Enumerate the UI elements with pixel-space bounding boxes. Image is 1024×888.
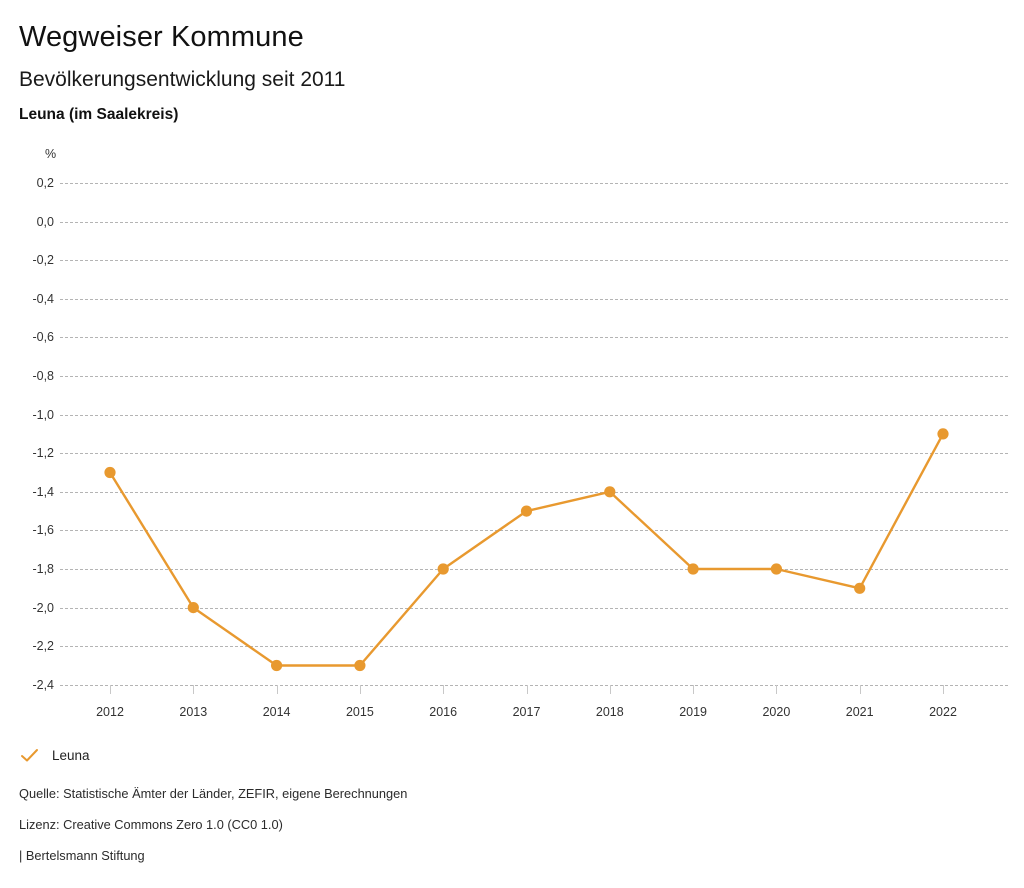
data-point-marker[interactable] xyxy=(937,428,949,440)
y-axis-tick-label: 0,0 xyxy=(36,214,54,229)
data-point-marker[interactable] xyxy=(354,659,366,672)
y-axis-tick-label: 0,2 xyxy=(36,176,54,190)
gridline xyxy=(60,491,1008,493)
y-axis-tick-label: -0,8 xyxy=(32,369,54,383)
data-point-marker[interactable] xyxy=(520,505,533,517)
data-point-marker[interactable] xyxy=(437,563,449,575)
legend-item-label: Leuna xyxy=(52,747,90,763)
x-axis-tick-label: 2013 xyxy=(179,704,208,719)
x-axis-tick xyxy=(693,684,695,694)
x-axis-tick xyxy=(193,684,195,694)
gridline xyxy=(60,453,1008,455)
x-axis-tick-label: 2020 xyxy=(762,704,791,719)
data-point-marker[interactable] xyxy=(604,486,616,498)
y-axis-tick-label: -1,0 xyxy=(32,407,54,422)
x-axis-tick-label: 2012 xyxy=(96,704,124,719)
y-axis-tick-label: -2,4 xyxy=(32,677,54,692)
gridline xyxy=(60,260,1008,262)
gridline xyxy=(60,646,1008,648)
footer-organisation: | Bertelsmann Stiftung xyxy=(19,848,145,863)
data-point-marker[interactable] xyxy=(770,563,783,575)
y-axis-tick-label: -2,2 xyxy=(32,639,54,654)
gridline xyxy=(60,414,1008,416)
gridline xyxy=(60,298,1008,300)
x-axis-tick-label: 2018 xyxy=(595,704,624,719)
x-axis-tick-label: 2021 xyxy=(845,704,874,719)
x-axis-tick-label: 2015 xyxy=(345,704,374,719)
chart-container: % 0,2 0,0 -0,2 -0,4 -0,6 -0,8 -1,0 -1,2 -1,4 -1,6… xyxy=(32,147,1008,719)
line-plot xyxy=(104,428,949,672)
x-axis-tick-label: 2017 xyxy=(512,704,541,719)
check-icon xyxy=(19,747,41,763)
data-point-marker[interactable] xyxy=(104,466,116,479)
x-axis-tick xyxy=(609,684,611,694)
x-axis-tick-label: 2022 xyxy=(929,704,957,719)
gridline xyxy=(60,376,1008,377)
y-axis-tick-label: -1,2 xyxy=(32,446,54,461)
footer-license: Lizenz: Creative Commons Zero 1.0 (CC0 1… xyxy=(19,817,283,832)
x-axis-tick xyxy=(276,684,278,694)
gridline xyxy=(60,530,1008,532)
x-axis-tick xyxy=(443,684,445,694)
y-axis-tick-label: -1,6 xyxy=(32,523,54,538)
region-title: Leuna (im Saalekreis) xyxy=(19,106,179,123)
gridline xyxy=(60,337,1008,339)
x-axis-tick xyxy=(943,684,944,694)
x-axis-tick xyxy=(359,684,361,694)
data-point-marker[interactable] xyxy=(854,582,866,594)
data-point-marker[interactable] xyxy=(687,563,699,575)
footer-source: Quelle: Statistische Ämter der Länder, Z… xyxy=(19,786,408,801)
x-axis-tick-label: 2019 xyxy=(679,704,707,719)
y-axis-tick-label: -2,0 xyxy=(32,600,54,615)
data-point-marker[interactable] xyxy=(187,602,199,614)
y-axis-tick-label: -1,8 xyxy=(32,562,54,576)
gridline xyxy=(60,221,1008,223)
x-axis-tick xyxy=(859,684,861,694)
gridline xyxy=(60,569,1008,570)
chart-legend[interactable]: Leuna xyxy=(19,744,90,766)
gridline xyxy=(60,183,1008,184)
y-axis-unit-label: % xyxy=(45,147,57,161)
gridline xyxy=(60,607,1008,609)
chart-subtitle: Bevölkerungsentwicklung seit 2011 xyxy=(19,68,346,91)
x-axis-tick xyxy=(110,684,111,694)
gridline xyxy=(60,684,1008,686)
y-axis-tick-label: -0,4 xyxy=(32,291,54,306)
x-axis-tick-label: 2016 xyxy=(429,704,458,719)
y-axis-tick-label: -0,2 xyxy=(32,253,54,268)
y-axis-tick-label: -1,4 xyxy=(32,484,54,499)
page-title: Wegweiser Kommune xyxy=(19,21,304,53)
data-point-marker[interactable] xyxy=(271,659,283,672)
series-line xyxy=(108,432,945,667)
y-axis-tick-label: -0,6 xyxy=(32,330,54,345)
x-axis-tick xyxy=(526,684,528,694)
x-axis-tick-label: 2014 xyxy=(262,704,291,719)
x-axis-tick xyxy=(776,684,778,694)
